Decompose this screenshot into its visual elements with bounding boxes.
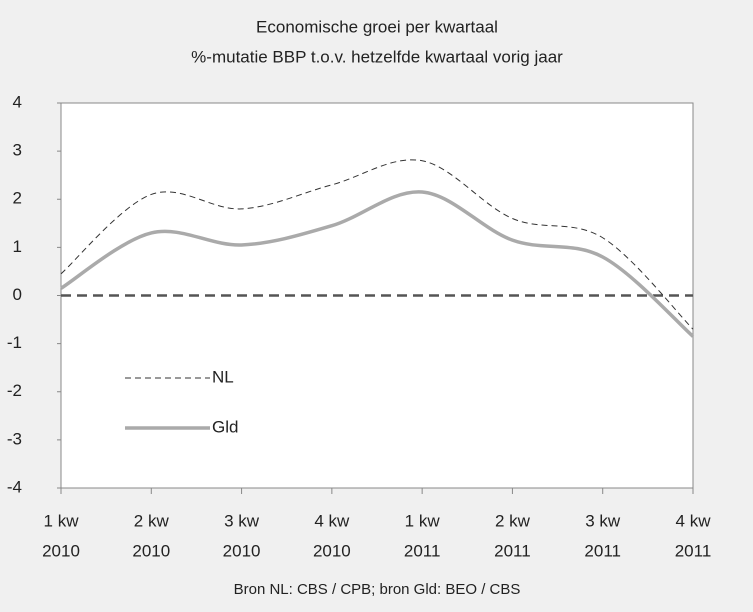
x-tick-label: 2 kw [495,511,531,530]
x-tick-label: 2011 [494,541,531,560]
series-line [60,159,694,330]
x-tick-label: 2010 [132,541,170,560]
x-tick-label: 2010 [223,541,261,560]
y-tick-label: -1 [7,333,22,352]
x-tick-label: 1 kw [405,511,441,530]
x-tick-label: 2010 [313,541,351,560]
y-tick-label: 3 [13,141,22,160]
x-tick-label: 3 kw [224,511,260,530]
legend-label: Gld [212,417,238,436]
x-tick-label: 2011 [675,541,712,560]
x-tick-label: 2011 [404,541,441,560]
x-tick-label: 2011 [584,541,621,560]
x-tick-label: 1 kw [44,511,80,530]
y-tick-label: -4 [7,477,22,496]
chart-subtitle: %-mutatie BBP t.o.v. hetzelfde kwartaal … [191,47,563,66]
chart-title: Economische groei per kwartaal [256,17,498,36]
x-tick-label: 4 kw [676,511,712,530]
x-tick-label: 2 kw [134,511,170,530]
y-tick-label: 2 [13,189,22,208]
y-tick-label: 0 [13,285,22,304]
series-line [60,190,695,338]
y-tick-label: -2 [7,381,22,400]
y-tick-label: 1 [13,237,22,256]
y-tick-label: 4 [13,92,22,111]
x-tick-label: 4 kw [314,511,350,530]
x-tick-label: 2010 [42,541,80,560]
y-tick-label: -3 [7,429,22,448]
x-tick-label: 3 kw [585,511,621,530]
source-note: Bron NL: CBS / CPB; bron Gld: BEO / CBS [234,581,521,598]
legend-label: NL [212,367,234,386]
